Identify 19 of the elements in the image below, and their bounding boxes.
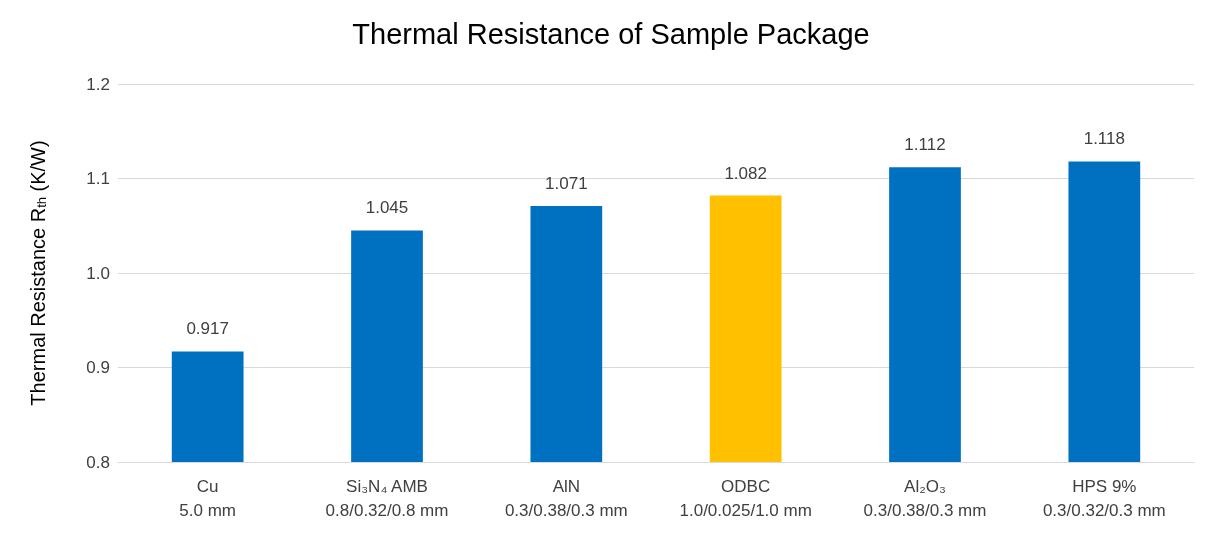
data-label: 1.082 [724,163,767,183]
y-tick-label: 1.1 [86,169,110,188]
y-tick-label: 0.8 [86,452,110,472]
y-tick-label: 1.2 [86,74,110,94]
x-tick-label: HPS 9% 0.3/0.32/0.3 mm [1042,476,1166,520]
y-tick-label: 1.0 [86,263,110,283]
data-label: 1.118 [1083,129,1125,149]
y-axis-title: Thermal Resistance Rth (K/W) [26,140,49,406]
x-tick-label: Al₂O₃ 0.3/0.38/0.3 mm [863,476,987,520]
x-tick-label: Cu 5.0 mm [179,476,237,520]
x-tick-label: ODBC 1.0/0.025/1.0 mm [679,476,812,520]
data-label: 1.112 [904,135,946,155]
y-tick-label: 0.9 [86,358,110,377]
data-label: 1.045 [365,198,409,218]
data-label: 0.917 [186,319,229,339]
chart-title: Thermal Resistance of Sample Package [352,17,870,50]
x-tick-label: Si₃N₄ AMB 0.8/0.32/0.8 mm [325,476,449,520]
x-tick-label: AlN 0.3/0.38/0.3 mm [504,476,628,520]
data-label: 1.071 [545,173,588,193]
